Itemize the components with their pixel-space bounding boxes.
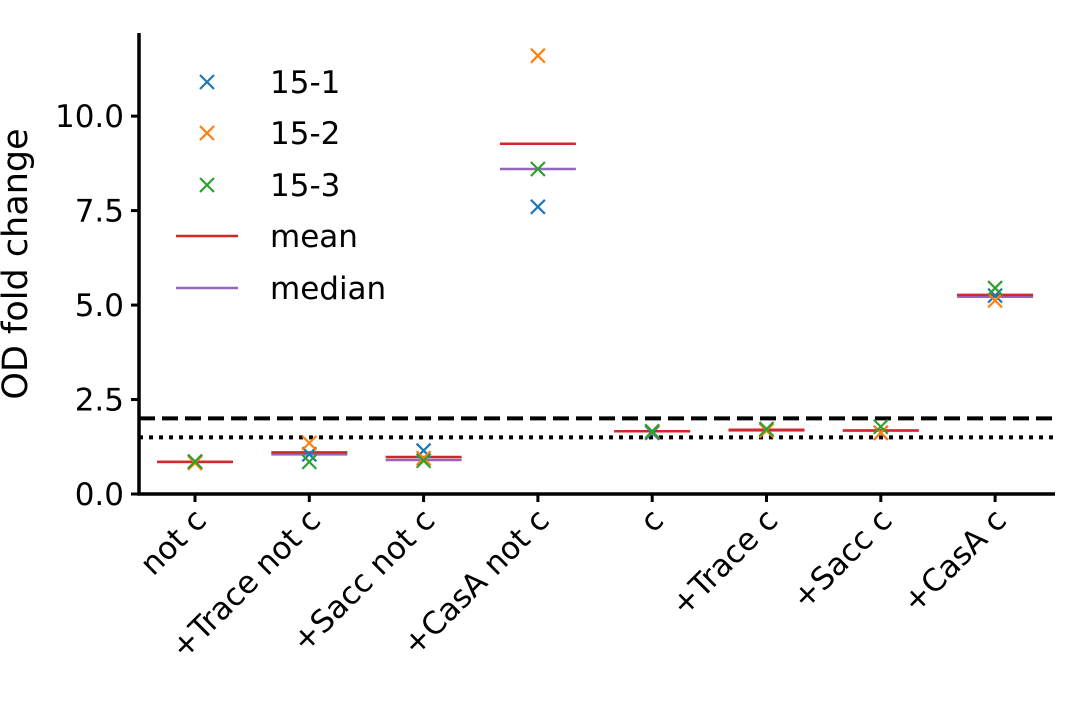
x-tick-label: c — [633, 502, 671, 540]
reference-lines — [139, 416, 1055, 440]
data-points — [187, 47, 1003, 471]
point-15-1 — [987, 287, 1003, 304]
axes — [137, 33, 1055, 496]
legend-label: median — [270, 271, 386, 307]
point-15-3 — [873, 418, 889, 435]
point-15-2 — [415, 450, 432, 466]
point-15-3 — [987, 280, 1003, 296]
point-15-3 — [187, 453, 203, 470]
legend-label: mean — [270, 219, 358, 255]
legend-marker-15-3 — [199, 177, 215, 193]
point-15-3 — [758, 421, 775, 437]
x-tick-label: +Sacc c — [785, 502, 899, 616]
legend: 15-1 15-2 15-3 mean median — [176, 65, 386, 307]
legend-marker-15-2 — [199, 125, 215, 141]
y-ticks: 0.0 2.5 5.0 7.5 10.0 — [55, 99, 139, 513]
y-tick-label: 2.5 — [75, 383, 124, 419]
point-15-3 — [301, 454, 318, 470]
y-tick-label: 0.0 — [75, 477, 124, 513]
legend-label: 15-1 — [270, 65, 340, 101]
x-tick-label: not c — [133, 502, 213, 582]
legend-label: 15-2 — [270, 116, 340, 152]
legend-marker-15-1 — [199, 74, 215, 90]
y-tick-label: 10.0 — [55, 99, 124, 135]
point-15-2 — [987, 292, 1003, 309]
point-15-2 — [873, 425, 889, 441]
point-15-2 — [530, 47, 546, 64]
point-15-1 — [530, 199, 546, 215]
point-15-2 — [301, 435, 318, 451]
point-15-3 — [644, 423, 660, 440]
point-15-3 — [415, 452, 432, 469]
y-axis-label: OD fold change — [0, 128, 36, 399]
legend-label: 15-3 — [270, 168, 340, 204]
point-15-3 — [530, 161, 546, 177]
y-tick-label: 5.0 — [75, 288, 124, 324]
y-tick-label: 7.5 — [75, 194, 124, 230]
point-15-1 — [301, 446, 318, 463]
x-tick-label: +CasA c — [896, 502, 1014, 620]
x-tick-label: +Trace c — [664, 502, 785, 623]
